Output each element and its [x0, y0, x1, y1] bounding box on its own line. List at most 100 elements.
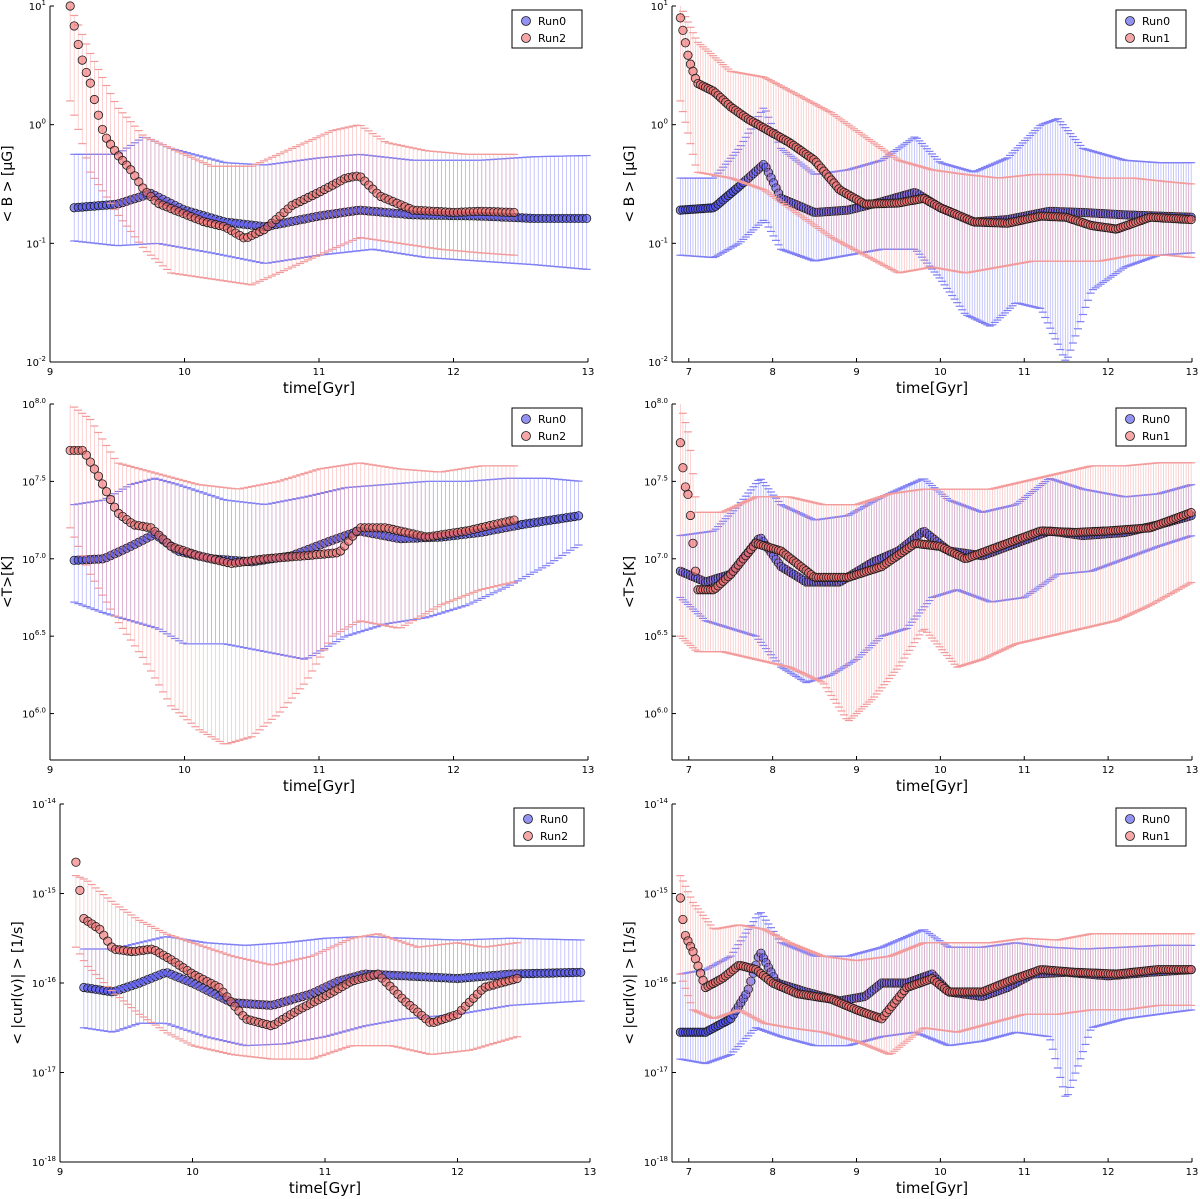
x-tick-label: 12: [1102, 367, 1115, 378]
legend-label: Run1: [1142, 32, 1170, 45]
legend-marker: [1125, 16, 1135, 26]
y-tick-label: 10-2: [648, 355, 668, 369]
legend-label: Run0: [1142, 15, 1170, 28]
y-tick-label: 108.0: [644, 397, 668, 411]
x-tick-label: 9: [47, 765, 53, 776]
y-tick-label: 106.5: [644, 629, 668, 643]
data-point: [97, 124, 108, 135]
data-point: [69, 21, 79, 31]
x-tick-label: 13: [1186, 765, 1199, 776]
x-axis-label: time[Gyr]: [896, 379, 968, 397]
y-tick-label: 10-1: [26, 236, 46, 250]
data-point: [85, 78, 95, 88]
y-tick-label: 107.5: [644, 474, 668, 488]
data-point: [77, 55, 87, 65]
legend: Run0 Run2: [511, 407, 583, 447]
x-axis-label: time[Gyr]: [896, 777, 968, 795]
data-point: [93, 110, 104, 120]
data-point: [573, 511, 584, 521]
x-tick-label: 7: [686, 765, 692, 776]
x-tick-label: 8: [769, 367, 775, 378]
y-tick-label: 101: [29, 0, 46, 13]
series-run0: [675, 477, 1196, 684]
y-tick-label: 100: [29, 118, 46, 132]
chart-t-left: 9 10 11 12 13 106.0 106.5 107.0 107.5 108.0 time[G…: [0, 397, 594, 795]
legend-marker: [521, 414, 531, 424]
data-point: [85, 457, 95, 467]
data-point: [683, 50, 693, 60]
y-axis-label: <T>[K]: [622, 556, 638, 608]
legend-marker: [521, 33, 531, 43]
data-point: [81, 450, 91, 460]
x-tick-label: 11: [313, 765, 326, 776]
x-tick-label: 9: [853, 765, 859, 776]
y-tick-label: 108.0: [22, 397, 46, 411]
x-tick-label: 11: [1018, 765, 1031, 776]
series-run0: [675, 107, 1196, 361]
y-tick-label: 101: [651, 0, 668, 13]
y-tick-label: 10-2: [26, 355, 46, 369]
y-axis-label: < B > [μG]: [0, 145, 16, 222]
data-point: [582, 213, 592, 224]
data-point: [89, 464, 99, 474]
x-tick-label: 10: [934, 765, 947, 776]
data-point: [101, 487, 112, 497]
chart-t-right: 7 8 9 10 11 12 13 106.0 106.5 107.0 107.5 108.0 time…: [622, 397, 1198, 795]
y-axis-label: <T>[K]: [0, 556, 16, 608]
x-tick-label: 11: [1018, 367, 1031, 378]
y-tick-label: 107.0: [644, 552, 668, 566]
x-tick-label: 7: [686, 367, 692, 378]
y-tick-label: 107.5: [22, 474, 46, 488]
series-run2: [65, 404, 519, 745]
series-run2: [65, 1, 519, 286]
legend-marker: [521, 431, 531, 441]
x-tick-label: 10: [178, 367, 191, 378]
data-point: [509, 515, 519, 525]
x-axis-label: time[Gyr]: [283, 379, 355, 397]
chart-b-left: 9 10 11 12 13 10-2 10-1 100 101 time[Gyr] < B > [μ…: [0, 0, 594, 397]
y-tick-label: 10-1: [648, 236, 668, 250]
x-tick-label: 12: [447, 765, 460, 776]
legend-marker: [1125, 33, 1135, 43]
y-tick-label: 107.0: [22, 552, 46, 566]
chart-b-right: 7 8 9 10 11 12 13 10-2 10-1 100 101 time[Gyr] < B > …: [622, 0, 1198, 397]
x-tick-label: 13: [582, 367, 595, 378]
data-point: [89, 94, 99, 105]
x-tick-label: 9: [47, 367, 53, 378]
x-tick-label: 13: [582, 765, 595, 776]
x-tick-label: 12: [1102, 765, 1115, 776]
y-axis-label: < B > [μG]: [622, 145, 638, 222]
y-tick-label: 106.0: [22, 707, 46, 721]
data-point: [81, 67, 91, 78]
data-point: [105, 494, 116, 505]
legend-label: Run2: [538, 430, 566, 443]
x-tick-label: 10: [178, 765, 191, 776]
data-point: [675, 13, 685, 23]
x-tick-label: 8: [769, 765, 775, 776]
x-tick-label: 10: [934, 367, 947, 378]
legend: Run0 Run1: [1115, 9, 1187, 49]
data-point: [93, 471, 104, 481]
data-point: [509, 207, 519, 218]
data-point: [65, 1, 75, 11]
y-tick-label: 106.5: [22, 629, 46, 643]
y-tick-label: 106.0: [644, 707, 668, 721]
data-point: [678, 25, 688, 35]
legend-marker: [521, 16, 531, 26]
legend-label: Run0: [538, 413, 566, 426]
x-tick-label: 11: [313, 367, 326, 378]
x-tick-label: 9: [853, 367, 859, 378]
data-point: [73, 39, 83, 50]
series-run1: [675, 404, 1196, 722]
y-tick-label: 100: [651, 118, 668, 132]
x-tick-label: 12: [447, 367, 460, 378]
legend-label: Run0: [538, 15, 566, 28]
series-run1: [675, 6, 1196, 274]
legend: Run0 Run2: [511, 9, 583, 49]
data-point: [1186, 214, 1196, 225]
x-tick-label: 13: [1186, 367, 1199, 378]
data-point: [97, 479, 108, 489]
x-axis-label: time[Gyr]: [283, 777, 355, 795]
data-point: [680, 38, 691, 48]
